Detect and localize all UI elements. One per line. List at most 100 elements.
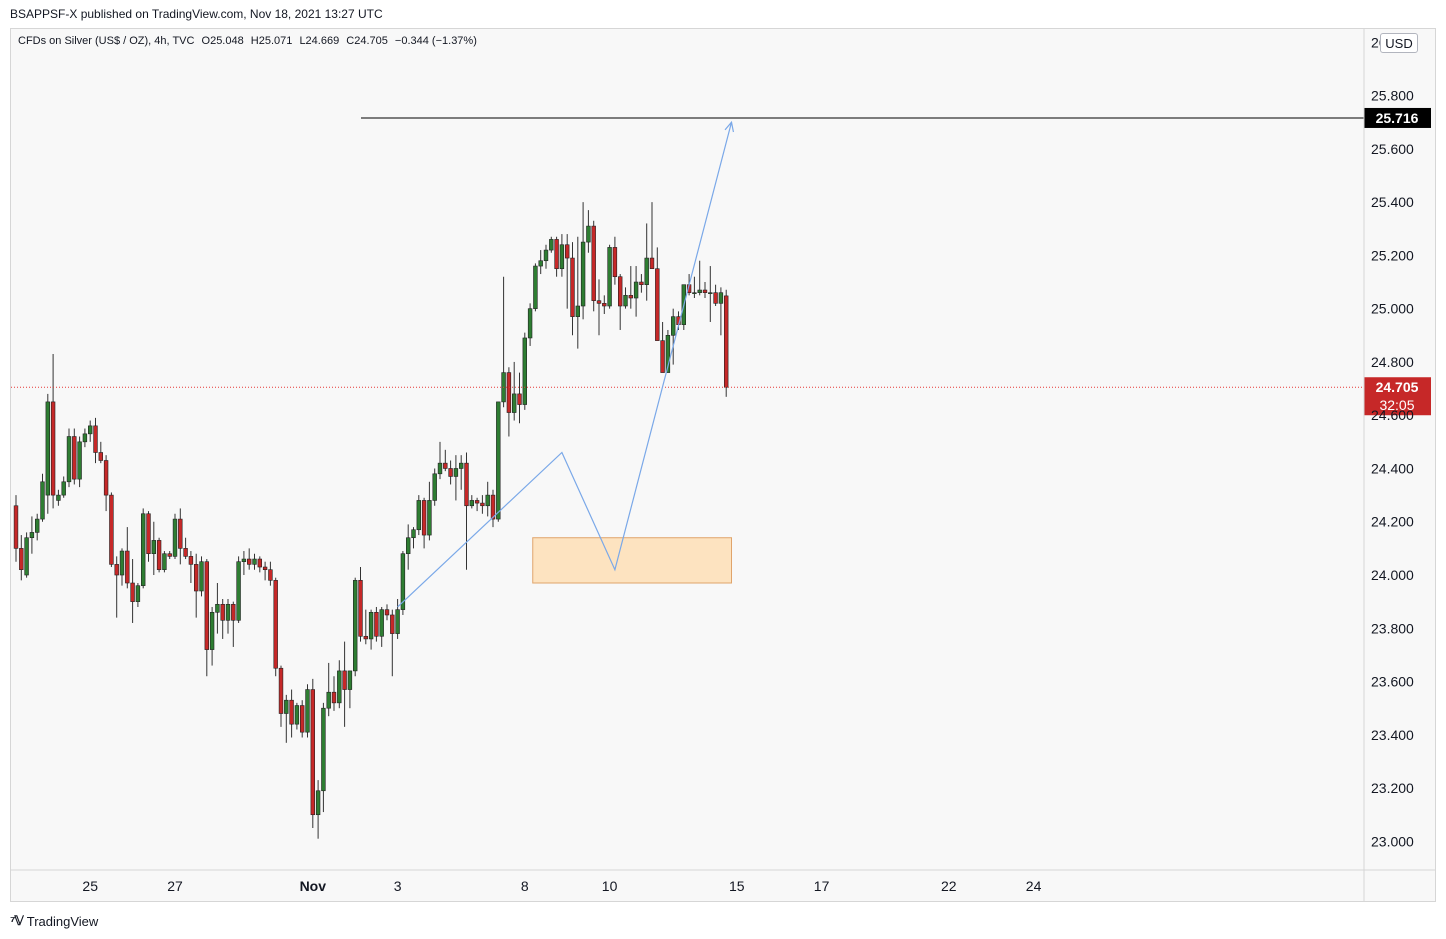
candle-body-up [708, 292, 713, 294]
candle [496, 401, 501, 522]
candle [162, 551, 167, 573]
candle-body-up [522, 337, 528, 405]
candle-body-up [527, 308, 533, 339]
candle [262, 561, 268, 581]
legend-change: −0.344 (−1.37%) [394, 35, 477, 47]
candle-body-up [315, 790, 321, 816]
candle-body-down [146, 513, 151, 555]
candle-body-down [363, 635, 368, 640]
candle [400, 551, 406, 615]
candle-body-up [644, 257, 649, 285]
candle-body-up [88, 425, 93, 435]
candle-body-down [183, 548, 188, 557]
candle [469, 495, 474, 509]
candle-body-down [649, 257, 655, 270]
candle [135, 583, 141, 607]
candle-body-down [506, 372, 512, 413]
candle-body-up [252, 558, 257, 565]
y-tick-label: 24.200 [1371, 514, 1414, 530]
candle [146, 511, 151, 562]
x-tick-label: 15 [729, 878, 745, 894]
footer-brand[interactable]: ⁷𝕍 TradingView [10, 913, 98, 929]
candle [305, 684, 310, 738]
candle-body-up [432, 473, 437, 501]
candle-body-up [411, 529, 416, 539]
candle [13, 495, 19, 562]
candle [114, 556, 119, 618]
y-tick-label: 23.400 [1371, 727, 1414, 743]
x-tick-label: 27 [167, 878, 183, 894]
candle [670, 308, 676, 365]
tradingview-logo-icon: ⁷𝕍 [10, 913, 24, 928]
candle-body-up [305, 689, 310, 733]
candle [98, 441, 104, 464]
candle [517, 372, 522, 424]
candle [125, 527, 130, 589]
candle-body-up [40, 481, 45, 520]
candle [490, 489, 496, 528]
candle-body-down [517, 393, 522, 405]
candle [427, 481, 432, 541]
candle [702, 282, 708, 299]
y-tick-label: 25.000 [1371, 301, 1414, 317]
candle [554, 236, 559, 277]
x-tick-label: 8 [521, 878, 529, 894]
candle-body-up [151, 540, 156, 555]
candle-body-up [718, 292, 724, 304]
candle-body-down [723, 295, 729, 388]
candle-body-up [119, 550, 125, 576]
candle [485, 481, 490, 517]
candle [194, 553, 199, 618]
candle-body-down [19, 548, 24, 570]
legend-open: O25.048 [201, 35, 244, 47]
candle-body-down [591, 225, 596, 301]
candle-body-down [178, 518, 183, 549]
footer-brand-label: TradingView [26, 913, 99, 929]
candle-body-up [141, 513, 146, 586]
x-tick-label: 24 [1026, 878, 1042, 894]
candle-body-up [575, 305, 581, 317]
candle-body-up [45, 401, 51, 496]
candle-body-up [538, 260, 543, 267]
candle [549, 236, 554, 253]
candle [93, 417, 98, 464]
candle-body-down [480, 502, 485, 507]
candle-body-up [549, 239, 554, 251]
candle [368, 609, 374, 650]
candle-body-up [453, 468, 459, 477]
axis-layer: 23.000 23.200 23.400 23.600 23.800 24.000 24.2… [11, 29, 1436, 902]
candle [241, 551, 247, 576]
candle-body-up [379, 609, 384, 637]
candle [713, 284, 718, 307]
candle [172, 513, 178, 560]
y-tick-label: 23.800 [1371, 620, 1414, 636]
candle-body-up [692, 292, 697, 294]
candle-body-up [34, 518, 40, 533]
overlay-layer: 25.716 24.705 32:05 [11, 107, 1431, 608]
candle-body-down [617, 276, 623, 307]
candle-body-down [103, 460, 109, 496]
candle-body-up [607, 247, 612, 307]
candle [188, 551, 194, 584]
candle [156, 537, 162, 573]
candle [34, 513, 40, 541]
candle [45, 393, 51, 514]
candle [19, 535, 24, 581]
candle [363, 609, 368, 645]
candle-body-up [496, 401, 501, 520]
candle [644, 223, 649, 301]
candle [236, 556, 241, 623]
candle [692, 276, 697, 299]
candle-body-down [612, 247, 618, 278]
candle [268, 561, 273, 586]
candle-body-down [596, 300, 602, 304]
candle-body-down [289, 699, 294, 725]
candle [390, 609, 395, 677]
candle-body-up [400, 553, 406, 610]
candle [464, 452, 469, 570]
demand-zone [532, 537, 732, 584]
candle [130, 559, 135, 623]
symbol-legend: CFDs on Silver (US$ / OZ), 4h, TVC O25.0… [18, 35, 481, 47]
currency-button[interactable]: USD [1380, 33, 1418, 53]
